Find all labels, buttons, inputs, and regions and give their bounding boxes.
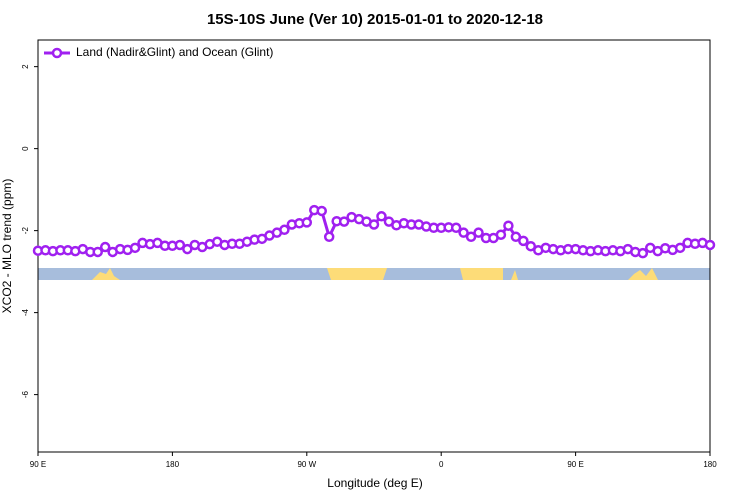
- y-tick-label: 0: [21, 146, 30, 151]
- x-tick-label: 90 E: [567, 460, 583, 469]
- y-tick-label: -4: [21, 309, 30, 317]
- point: [301, 217, 313, 228]
- point: [465, 231, 477, 243]
- legend-marker: [51, 47, 63, 59]
- point: [279, 224, 290, 236]
- point: [99, 241, 111, 253]
- y-tick-label: 2: [21, 64, 30, 69]
- point: [458, 227, 469, 238]
- point: [376, 211, 387, 222]
- point: [129, 242, 141, 254]
- chart-title: 15S-10S June (Ver 10) 2015-01-01 to 2020…: [207, 11, 543, 28]
- point: [674, 242, 686, 254]
- x-tick-label: 180: [166, 460, 180, 469]
- x-tick-label: 0: [439, 460, 444, 469]
- point: [525, 240, 537, 252]
- point: [182, 243, 193, 255]
- x-tick-label: 180: [703, 460, 717, 469]
- point: [518, 235, 529, 247]
- x-tick-label: 90 E: [30, 460, 46, 469]
- x-tick-label: 90 W: [297, 460, 316, 469]
- y-axis-title: XCO2 - MLO trend (ppm): [0, 179, 14, 314]
- point: [92, 246, 103, 258]
- point: [174, 239, 186, 251]
- y-tick-label: -6: [21, 391, 30, 399]
- point: [495, 229, 507, 240]
- point: [637, 247, 649, 259]
- point: [323, 231, 335, 243]
- point: [450, 222, 462, 234]
- point: [338, 216, 350, 227]
- x-axis-title: Longitude (deg E): [327, 476, 422, 490]
- point: [503, 220, 514, 231]
- point: [473, 227, 484, 238]
- legend-label: Land (Nadir&Glint) and Ocean (Glint): [76, 45, 273, 59]
- land-ocean-strip: [38, 268, 710, 280]
- point: [510, 231, 522, 243]
- point: [316, 205, 327, 217]
- point: [368, 219, 380, 230]
- point: [704, 239, 716, 251]
- y-tick-label: -2: [21, 227, 30, 235]
